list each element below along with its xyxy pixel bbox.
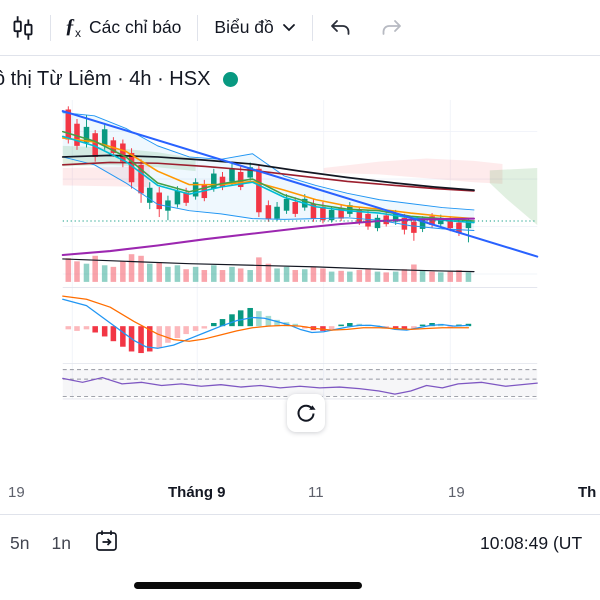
- top-toolbar: ƒx Các chỉ báo Biểu đồ: [0, 0, 600, 56]
- bottom-toolbar: 5n 1n 10:08:49 (UT: [0, 514, 600, 572]
- toolbar-divider: [50, 14, 51, 41]
- time-axis-label: 11: [308, 484, 324, 501]
- undo-button[interactable]: [327, 16, 353, 40]
- calendar-goto-icon: [96, 530, 117, 551]
- clock: 10:08:49 (UT: [480, 533, 583, 553]
- goto-date-button[interactable]: [93, 527, 121, 560]
- time-axis[interactable]: 19 Tháng 9 11 19 Th: [0, 481, 600, 507]
- ichimoku-cloud-green-right: [489, 168, 538, 225]
- time-axis-label: 19: [8, 484, 25, 501]
- indicators-button[interactable]: ƒx Các chỉ báo: [65, 15, 181, 40]
- market-status-dot: [223, 71, 239, 87]
- time-axis-label: Tháng 9: [168, 484, 226, 501]
- chevron-down-icon: [282, 24, 295, 32]
- toolbar-divider: [311, 14, 313, 41]
- toolbar-divider: [197, 14, 199, 41]
- time-axis-label: Th: [578, 484, 597, 501]
- home-indicator[interactable]: [134, 582, 362, 589]
- candles-icon: [13, 15, 33, 40]
- redo-button[interactable]: [379, 16, 405, 40]
- ichimoku-cloud-red-left: [62, 166, 150, 187]
- ichimoku-cloud-red-right: [323, 158, 503, 184]
- fx-icon: ƒx: [65, 15, 81, 40]
- refresh-icon: [297, 404, 316, 422]
- symbol-row[interactable]: ô thị Từ Liêm · 4h · HSX: [0, 58, 600, 100]
- redo-icon: [382, 19, 401, 35]
- chart-style-button[interactable]: [8, 13, 38, 43]
- chart-canvas[interactable]: [0, 100, 600, 478]
- indicators-label: Các chỉ báo: [89, 17, 182, 37]
- symbol-title: ô thị Từ Liêm · 4h · HSX: [0, 67, 211, 90]
- time-axis-label: 19: [448, 484, 465, 501]
- chart-menu-button[interactable]: Biểu đồ: [214, 17, 295, 38]
- undo-icon: [330, 19, 350, 35]
- refresh-button[interactable]: [287, 394, 325, 432]
- interval-1d-button[interactable]: 1n: [51, 533, 71, 553]
- chart-menu-label: Biểu đồ: [214, 17, 274, 37]
- interval-5d-button[interactable]: 5n: [10, 533, 30, 553]
